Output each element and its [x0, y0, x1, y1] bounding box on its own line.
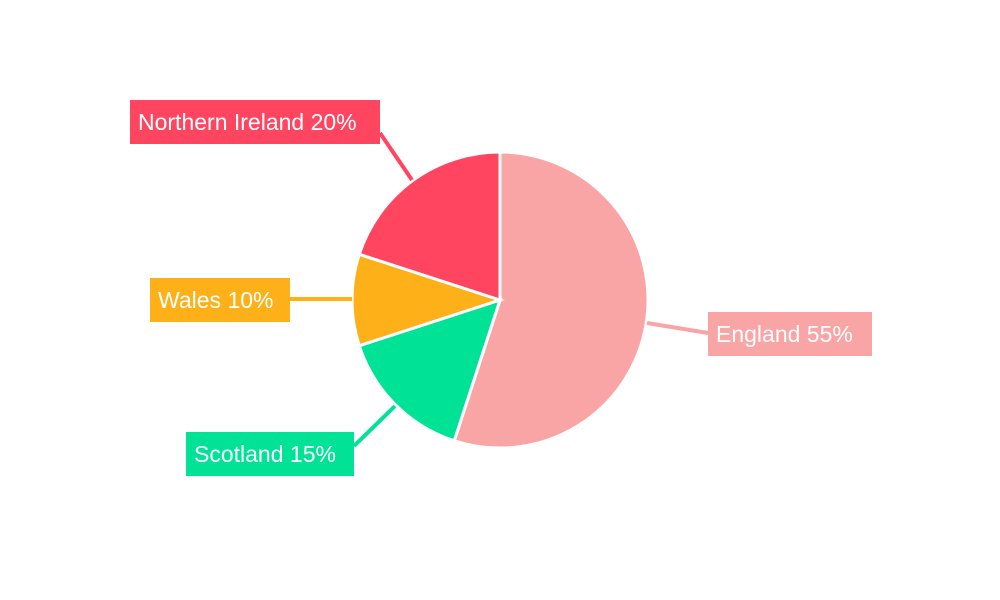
pie-slice-wales[interactable] [350, 252, 505, 348]
leader-line-northern-ireland [378, 131, 414, 182]
pie-slice-northern-ireland[interactable] [357, 150, 502, 303]
data-label-box-wales [150, 278, 290, 322]
data-label-northern-ireland: Northern Ireland 20% [138, 109, 357, 135]
data-label-box-scotland [186, 432, 354, 476]
data-label-england: England 55% [716, 321, 853, 347]
data-label-box-england [708, 312, 872, 356]
leader-line-scotland [352, 404, 397, 448]
leader-line-england [646, 321, 709, 335]
pie-slice-england[interactable] [452, 150, 650, 450]
data-label-box-northern-ireland [130, 100, 380, 144]
data-label-wales: Wales 10% [158, 287, 273, 313]
data-label-scotland: Scotland 15% [194, 441, 336, 467]
